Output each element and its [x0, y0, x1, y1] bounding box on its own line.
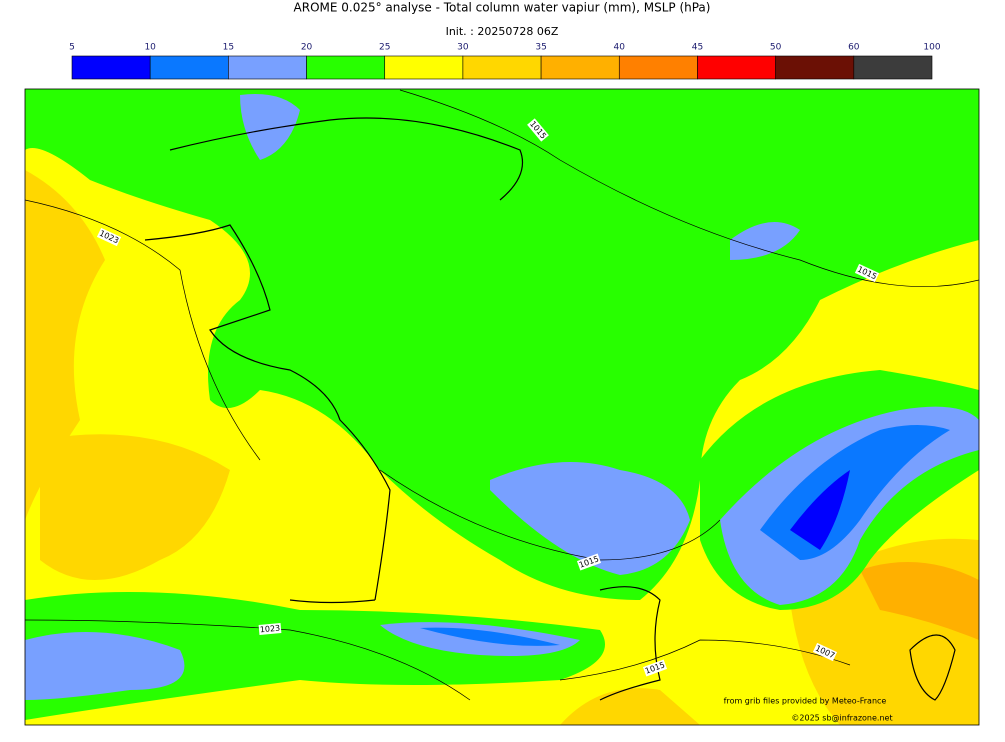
isobar-label-bg	[258, 623, 282, 635]
colorbar-segment	[462, 55, 542, 80]
colorbar-tick-label: 40	[614, 43, 626, 53]
colorbar-tick-label: 30	[457, 43, 469, 53]
colorbar-segment	[775, 55, 855, 80]
colorbar-segment	[149, 55, 229, 80]
colorbar-segment	[306, 55, 386, 80]
field-green	[25, 89, 979, 600]
colorbar-tick-label: 20	[301, 43, 313, 53]
field-orange	[560, 688, 700, 725]
colorbar-segment	[618, 55, 698, 80]
field-orange	[25, 170, 105, 520]
field-blue	[730, 222, 800, 260]
isobar-label: 1023	[258, 623, 282, 635]
isobar-label-bg	[527, 118, 549, 142]
colorbar-tick-label: 50	[770, 43, 782, 53]
isobar-label-bg	[642, 659, 668, 677]
field-blue	[240, 94, 300, 160]
colorbar-segment	[697, 55, 776, 80]
map	[25, 89, 979, 725]
copyright: ©2025 sb@infrazone.net	[791, 714, 892, 723]
coastlines	[144, 117, 956, 701]
colorbar-segment	[228, 55, 307, 80]
field-orange	[40, 434, 230, 580]
colorbar-segment	[71, 55, 151, 80]
map-frame	[24, 88, 980, 726]
colorbar-tick-label: 5	[69, 43, 75, 53]
field-orange	[860, 562, 979, 640]
colorbar-segment	[384, 55, 464, 80]
colorbar-segment	[540, 55, 620, 80]
field-blue	[420, 627, 560, 646]
isobars	[25, 89, 979, 701]
colorbar-tick-label: 100	[923, 43, 940, 53]
isobar-label-bg	[576, 553, 602, 571]
isobar-label-bg	[96, 227, 122, 247]
colorbar-tick-label: 35	[535, 43, 546, 53]
source-credit: from grib files provided by Meteo-France	[724, 697, 887, 706]
isobar-label-bg	[812, 642, 838, 662]
colorbar-tick-label: 10	[144, 43, 156, 53]
colorbar: 5 10 15 20 25 30 35 40 45 50 60 100	[69, 43, 941, 80]
init-time: Init. : 20250728 06Z	[446, 25, 559, 38]
colorbar-tick-label: 45	[692, 43, 703, 53]
field-blue	[790, 470, 850, 550]
field-blue	[25, 632, 185, 700]
colorbar-tick-label: 25	[379, 43, 390, 53]
isobar-label-text: 1023	[259, 624, 280, 635]
title: AROME 0.025° analyse - Total column wate…	[294, 1, 711, 15]
colorbar-tick-label: 15	[223, 43, 234, 53]
colorbar-segment	[853, 55, 933, 80]
field-blue	[490, 462, 690, 575]
colorbar-tick-label: 60	[848, 43, 860, 53]
isobar-label-bg	[854, 263, 880, 283]
